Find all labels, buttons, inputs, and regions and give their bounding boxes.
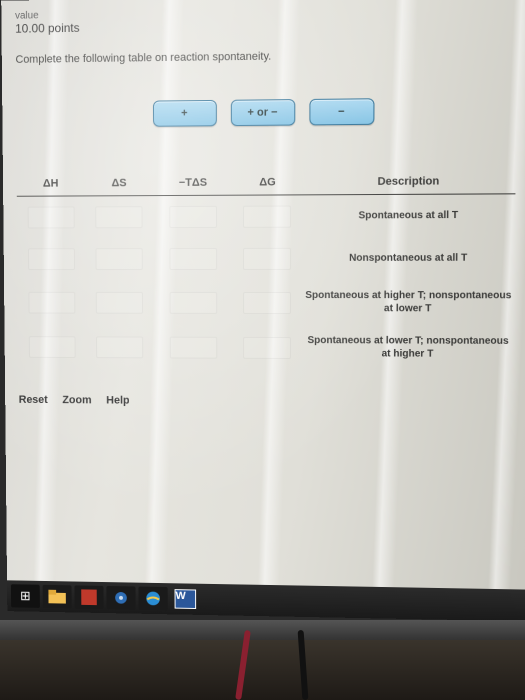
help-button[interactable]: Help: [106, 395, 129, 407]
tool-row: Reset Zoom Help: [19, 394, 514, 409]
monitor-bezel: [0, 620, 525, 640]
table-row: Nonspontaneous at all T: [17, 237, 515, 280]
tile-plus-or-minus[interactable]: + or −: [230, 99, 294, 126]
question-content: value 10.00 points Complete the followin…: [1, 0, 525, 410]
dropzone-dS[interactable]: [96, 291, 143, 313]
dropzone-negTdS[interactable]: [169, 248, 217, 270]
settings-icon: [113, 590, 129, 606]
windows-taskbar: ⊞ W: [7, 580, 525, 621]
col-dS: ΔS: [85, 171, 154, 196]
desk-surface: [0, 640, 525, 700]
dropzone-dH[interactable]: [28, 291, 75, 313]
taskbar-app-icon[interactable]: [74, 585, 103, 609]
dropzone-dG[interactable]: [243, 206, 291, 228]
col-desc: Description: [302, 169, 515, 195]
start-button[interactable]: ⊞: [11, 584, 40, 608]
cable: [235, 630, 251, 700]
question-prompt: Complete the following table on reaction…: [15, 47, 516, 66]
row-description: Spontaneous at lower T; nonspontaneous a…: [302, 325, 514, 371]
tile-minus[interactable]: −: [309, 98, 374, 125]
col-dH: ΔH: [17, 171, 85, 196]
dropzone-dH[interactable]: [27, 206, 74, 228]
dropzone-dG[interactable]: [243, 291, 291, 313]
dropzone-negTdS[interactable]: [170, 336, 218, 358]
row-description: Nonspontaneous at all T: [302, 237, 515, 280]
ie-icon: [144, 590, 162, 608]
dropzone-dH[interactable]: [28, 248, 75, 270]
col-dG: ΔG: [233, 170, 303, 195]
dropzone-dH[interactable]: [29, 336, 76, 358]
dropzone-dS[interactable]: [96, 206, 143, 228]
file-explorer-icon[interactable]: [43, 585, 72, 609]
table-row: Spontaneous at all T: [17, 194, 516, 238]
dropzone-negTdS[interactable]: [169, 206, 217, 228]
table-row: Spontaneous at lower T; nonspontaneous a…: [18, 324, 514, 371]
reset-button[interactable]: Reset: [19, 394, 48, 406]
row-description: Spontaneous at higher T; nonspontaneous …: [302, 280, 514, 326]
taskbar-app-icon[interactable]: [106, 586, 135, 610]
cable: [298, 630, 309, 700]
table-row: Spontaneous at higher T; nonspontaneous …: [18, 280, 515, 326]
dropzone-dS[interactable]: [96, 248, 143, 270]
dropzone-negTdS[interactable]: [169, 291, 217, 313]
tile-plus[interactable]: +: [152, 100, 216, 127]
word-icon[interactable]: W: [171, 587, 200, 611]
dropzone-dS[interactable]: [96, 336, 143, 358]
col-negTdS: −TΔS: [153, 171, 232, 196]
dropzone-dG[interactable]: [244, 336, 292, 358]
folder-icon: [48, 590, 65, 604]
internet-explorer-icon[interactable]: [138, 587, 167, 611]
dropzone-dG[interactable]: [243, 248, 291, 270]
spontaneity-table: ΔH ΔS −TΔS ΔG Description Spontaneous at…: [17, 169, 516, 371]
word-tile: W: [175, 589, 197, 609]
zoom-button[interactable]: Zoom: [62, 394, 91, 406]
screen: value 10.00 points Complete the followin…: [1, 0, 525, 621]
app-icon: [81, 589, 97, 605]
drag-tile-row: + + or − −: [16, 97, 516, 128]
row-description: Spontaneous at all T: [302, 194, 515, 237]
table-header-row: ΔH ΔS −TΔS ΔG Description: [17, 169, 516, 197]
